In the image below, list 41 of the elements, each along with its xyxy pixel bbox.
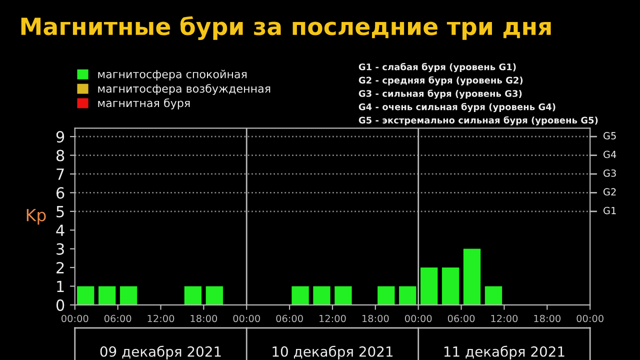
y-tick-label: 0 xyxy=(56,299,64,311)
y-tick-label: 2 xyxy=(56,262,64,274)
x-tick-label: 06:00 xyxy=(448,314,475,322)
legend-label: магнитная буря xyxy=(98,98,190,110)
x-tick-label: 18:00 xyxy=(534,314,561,322)
y-tick-label: 6 xyxy=(56,187,64,199)
y-tick-label: 1 xyxy=(57,280,64,292)
x-tick-label: 00:00 xyxy=(576,314,604,322)
x-tick-label: 18:00 xyxy=(362,314,389,322)
y-tick-label: 3 xyxy=(56,243,64,255)
ref-line-label: G3 xyxy=(604,169,616,177)
y-tick-label: 9 xyxy=(56,131,64,143)
legend-label: магнитосфера возбужденная xyxy=(98,84,270,95)
text: G3 - сильная буря (уровень G3) xyxy=(358,90,522,99)
x-tick-label: 12:00 xyxy=(148,314,174,322)
x-tick-label: 06:00 xyxy=(104,314,132,322)
x-tick-label: 00:00 xyxy=(404,314,432,322)
x-tick-label: 12:00 xyxy=(491,314,518,322)
ref-line-label: G5 xyxy=(604,132,616,140)
y-tick-label: 5 xyxy=(56,206,64,218)
x-tick-label: 18:00 xyxy=(190,314,218,322)
ref-line-label: G4 xyxy=(604,150,616,158)
text: 09 декабря 2021 xyxy=(100,346,221,360)
x-tick-label: 00:00 xyxy=(233,314,260,322)
text: G4 - очень сильная буря (уровень G4) xyxy=(358,102,556,112)
ref-line-label: G1 xyxy=(604,206,616,214)
text: G5 - экстремально сильная буря (уровень G5) xyxy=(358,116,598,126)
ref-line-label: G2 xyxy=(604,188,616,196)
x-tick-label: 12:00 xyxy=(320,314,346,322)
y-tick-label: 7 xyxy=(56,168,64,180)
text: 11 декабря 2021 xyxy=(444,346,564,360)
x-tick-label: 00:00 xyxy=(62,314,88,322)
text: G2 - средняя буря (уровень G2) xyxy=(358,76,523,86)
text: 10 декабря 2021 xyxy=(272,346,393,360)
y-axis-title: Kp xyxy=(26,208,46,225)
y-tick-label: 4 xyxy=(56,224,64,236)
text: G1 - слабая буря (уровень G1) xyxy=(358,63,516,72)
x-tick-label: 06:00 xyxy=(276,314,303,322)
chart-title: Магнитные бури за последние три дня xyxy=(21,16,551,40)
legend-label: магнитосфера спокойная xyxy=(98,70,247,80)
y-tick-label: 8 xyxy=(56,150,64,162)
